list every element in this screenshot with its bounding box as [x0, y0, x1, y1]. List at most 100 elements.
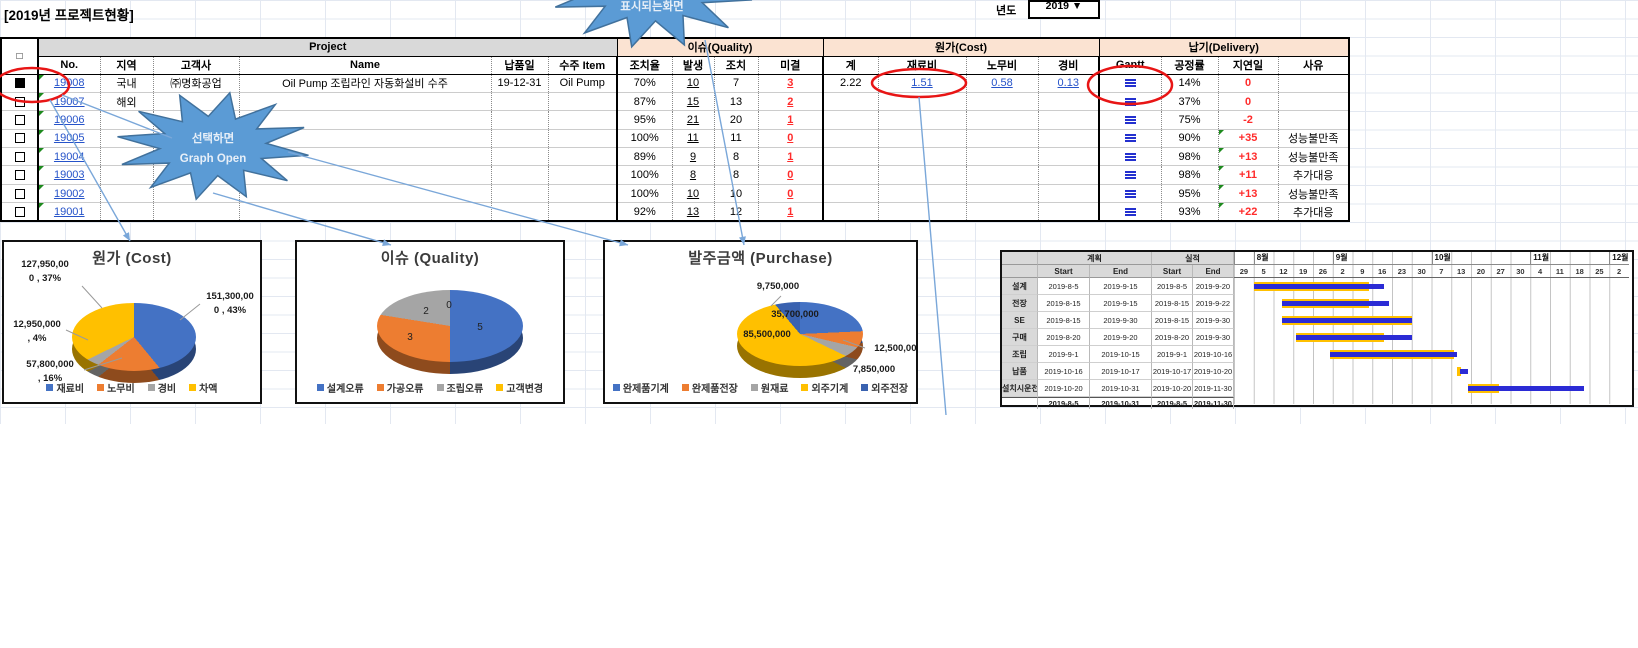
project-no-cell: 19007 [38, 92, 101, 112]
row-checkbox[interactable] [14, 206, 25, 217]
col-expense: 경비 [1038, 56, 1100, 75]
occurred-link[interactable]: 15 [686, 95, 700, 108]
occurred-link[interactable]: 21 [686, 113, 700, 126]
project-no-link[interactable]: 19003 [53, 169, 85, 182]
chart-legend: 재료비 노무비 경비 차액 [4, 380, 260, 395]
gantt-icon[interactable] [1124, 116, 1136, 125]
gantt-icon[interactable] [1124, 189, 1136, 198]
project-no-link[interactable]: 19005 [53, 132, 85, 145]
gantt-task-label: SE [1002, 312, 1038, 329]
col-delay-days: 지연일 [1218, 56, 1279, 75]
row-checkbox[interactable] [14, 188, 25, 199]
project-no-link[interactable]: 19001 [53, 205, 85, 218]
project-no-link[interactable]: 19008 [53, 77, 85, 90]
region-cell [100, 147, 154, 167]
chart-title: 원가 (Cost) [92, 250, 172, 267]
due-date-cell [491, 129, 549, 149]
legend-item: 원재료 [750, 380, 788, 395]
col-customer: 고객사 [153, 56, 240, 75]
project-no-link[interactable]: 19006 [53, 113, 85, 126]
legend-label: 가공오류 [386, 384, 424, 395]
gantt-actual-start-header: Start [1152, 265, 1193, 278]
occurred-link[interactable]: 10 [686, 187, 700, 200]
project-no-link[interactable]: 19004 [53, 150, 85, 163]
row-checkbox[interactable] [14, 96, 25, 107]
progress-cell: 14% [1161, 74, 1219, 93]
gantt-cell [1098, 184, 1162, 204]
gantt-icon[interactable] [1124, 79, 1136, 88]
gantt-actual-start: 2019-8-5 [1152, 278, 1193, 295]
open-issues-link[interactable]: 1 [787, 205, 794, 218]
gantt-icon[interactable] [1124, 171, 1136, 180]
gantt-icon[interactable] [1124, 134, 1136, 143]
open-issues-link[interactable]: 1 [787, 150, 794, 163]
project-no-cell: 19005 [38, 129, 101, 149]
occurred-link[interactable]: 11 [687, 132, 699, 145]
gantt-icon[interactable] [1124, 207, 1136, 216]
labor-cost-link-cell [966, 92, 1039, 112]
delay-days-cell: 0 [1218, 92, 1279, 112]
gantt-tick-label: 23 [1392, 265, 1412, 278]
row-checkbox[interactable] [14, 78, 25, 89]
occurred-link[interactable]: 9 [689, 150, 697, 163]
row-checkbox[interactable] [14, 133, 25, 144]
delay-days-cell: 0 [1218, 74, 1279, 93]
cost-total-cell [822, 202, 879, 222]
material-cost-link-cell [878, 202, 967, 222]
open-issues-cell: 1 [758, 202, 824, 222]
open-issues-link[interactable]: 0 [787, 187, 794, 200]
gantt-actual-end: 2019-9-30 [1193, 329, 1234, 346]
project-no-link[interactable]: 19007 [53, 95, 85, 108]
labor-cost-link-cell [966, 202, 1039, 222]
gantt-tick-label: 7 [1431, 265, 1452, 278]
legend-marker [861, 384, 869, 391]
due-date-cell [491, 92, 549, 112]
progress-cell: 90% [1161, 129, 1219, 149]
occurred-link[interactable]: 10 [686, 77, 700, 90]
open-issues-cell: 1 [758, 110, 824, 130]
gantt-actual-end: 2019-9-22 [1193, 295, 1234, 312]
open-issues-cell: 3 [758, 74, 824, 93]
legend-marker [750, 384, 758, 391]
open-issues-link[interactable]: 3 [787, 77, 794, 90]
open-issues-link[interactable]: 1 [787, 113, 794, 126]
chart-legend: 완제품기계 완제품전장 원재료 외주기계 외주전장 [605, 380, 916, 395]
project-no-link[interactable]: 19002 [53, 187, 85, 200]
group-header-quality: 이슈(Quality) [616, 37, 824, 57]
customer-cell [153, 184, 240, 204]
select-all-checkbox[interactable]: □ [0, 37, 39, 75]
open-issues-link[interactable]: 2 [787, 95, 794, 108]
occurred-cell: 15 [672, 92, 715, 112]
reason-cell: 추가대응 [1278, 202, 1350, 222]
occurred-link[interactable]: 8 [689, 169, 697, 182]
open-issues-link[interactable]: 0 [787, 132, 794, 145]
gantt-plan-end: 2019-9-15 [1090, 278, 1152, 295]
gantt-tick-label: 18 [1569, 265, 1590, 278]
occurred-cell: 10 [672, 74, 715, 93]
gantt-actual-start: 2019-8-15 [1152, 295, 1193, 312]
gantt-icon[interactable] [1124, 152, 1136, 161]
occurred-link[interactable]: 13 [686, 205, 700, 218]
labor-cost-link[interactable]: 0.58 [991, 77, 1013, 90]
order-item-cell [548, 184, 618, 204]
row-checkbox[interactable] [14, 170, 25, 181]
col-open: 미결 [758, 56, 824, 75]
gantt-icon[interactable] [1124, 97, 1136, 106]
row-checkbox[interactable] [14, 115, 25, 126]
expense-link[interactable]: 0.13 [1057, 77, 1079, 90]
row-select-cell [1, 202, 39, 222]
col-action-rate: 조치율 [616, 56, 673, 75]
customer-cell [153, 202, 240, 222]
labor-cost-link-cell [966, 165, 1039, 185]
legend-label: 조립오류 [446, 384, 484, 395]
gantt-task-label: 구매 [1002, 329, 1038, 346]
cell-flag-triangle [39, 184, 44, 190]
table-row: 19002 100% 10 10 0 95% +13 성능불만족 [1, 184, 1350, 204]
open-issues-link[interactable]: 0 [787, 169, 794, 182]
year-dropdown[interactable]: 2019 ▼ [1028, 0, 1100, 19]
row-checkbox[interactable] [14, 151, 25, 162]
gantt-month-header: 8월 [1253, 252, 1333, 265]
material-cost-link[interactable]: 1.51 [911, 77, 933, 90]
pie-data-label: 127,950,00 0 , 37% [21, 259, 69, 285]
occurred-cell: 13 [672, 202, 715, 222]
